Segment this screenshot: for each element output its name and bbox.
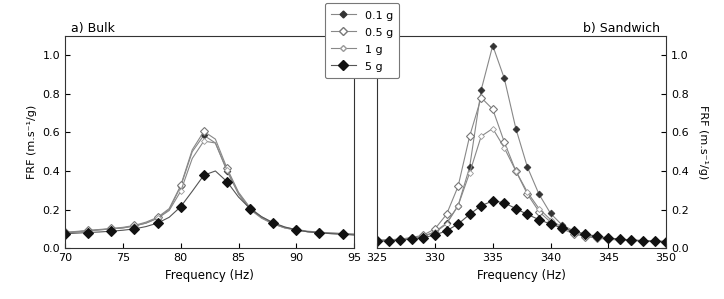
Text: a) Bulk: a) Bulk xyxy=(71,22,115,35)
Y-axis label: FRF (m.s⁻¹/g): FRF (m.s⁻¹/g) xyxy=(27,105,37,179)
X-axis label: Frequency (Hz): Frequency (Hz) xyxy=(477,269,566,282)
Legend: 0.1 g, 0.5 g, 1 g, 5 g: 0.1 g, 0.5 g, 1 g, 5 g xyxy=(324,3,400,78)
Y-axis label: FRF (m.s⁻¹/g): FRF (m.s⁻¹/g) xyxy=(698,105,708,179)
X-axis label: Frequency (Hz): Frequency (Hz) xyxy=(165,269,254,282)
Text: b) Sandwich: b) Sandwich xyxy=(584,22,660,35)
